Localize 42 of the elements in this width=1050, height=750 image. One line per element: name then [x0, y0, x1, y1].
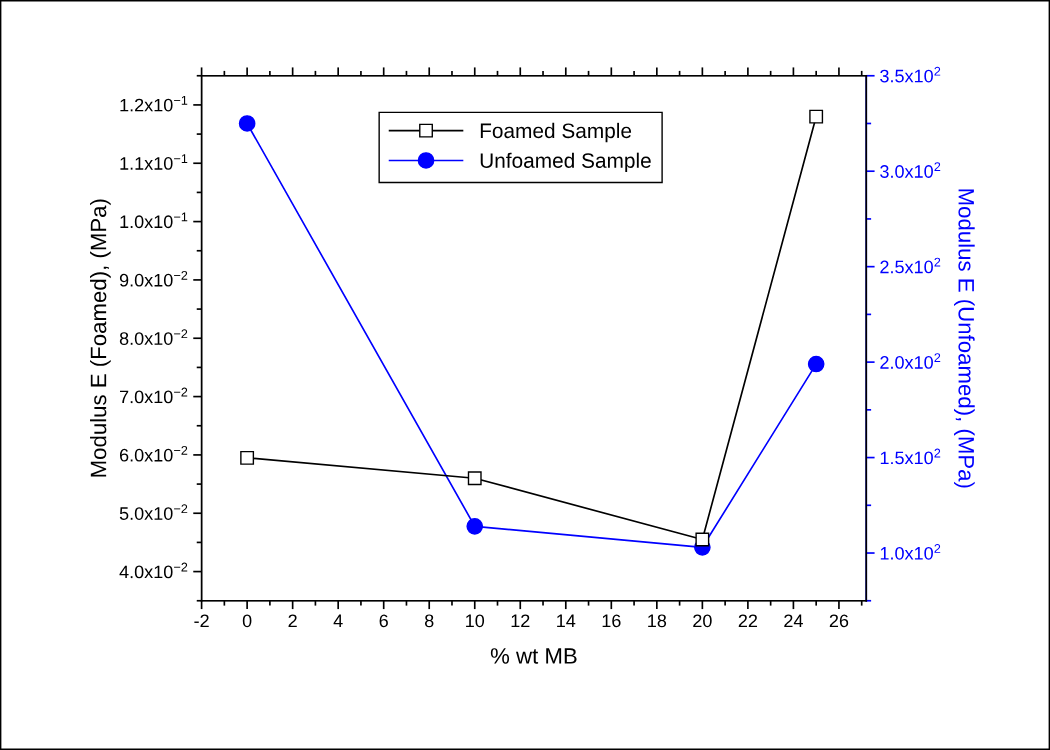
x-tick-label: 16	[602, 614, 621, 628]
x-tick-label: 0	[242, 614, 252, 628]
x-tick-label: 2	[288, 614, 297, 628]
point	[809, 109, 824, 124]
x-tick-label: 20	[693, 614, 712, 628]
legend-label: Foamed Sample	[480, 122, 632, 143]
x-tick-label: 18	[648, 614, 667, 628]
x-tick-label: 24	[784, 614, 803, 628]
legend-label: Unfoamed Sample	[480, 152, 651, 173]
x-tick-label: 12	[511, 614, 530, 628]
x-tick-label: 14	[557, 614, 576, 628]
y-tick-label: 1.0x10$^{−1}$	[120, 212, 188, 229]
x-axis-title: % wt MB	[490, 648, 577, 664]
y2-tick-label: 2.5x10$^{2}$	[880, 257, 941, 274]
x-tick-label: 4	[333, 614, 343, 628]
point	[695, 532, 710, 547]
y-tick-label: 6.0x10$^{−2}$	[119, 445, 188, 462]
x-tick-label: 22	[738, 614, 758, 628]
point	[467, 471, 482, 486]
y-axis-title: Modulus E (Foamed), (MPa)	[90, 199, 111, 477]
y2-tick-label: 3.0x10$^{2}$	[880, 162, 941, 178]
y-tick-label: 4.0x10$^{−2}$	[119, 562, 188, 579]
y2-tick-label: 2.0x10$^{2}$	[880, 353, 941, 369]
x-tick-label: 26	[829, 614, 849, 628]
point	[238, 115, 256, 132]
point	[240, 450, 255, 465]
y-tick-label: 1.1x10$^{−1}$	[120, 154, 188, 170]
y-tick-label: 7.0x10$^{−2}$	[120, 387, 188, 404]
x-tick-label: 6	[379, 614, 388, 628]
y2-tick-label: 1.5x10$^{2}$	[880, 448, 941, 465]
y-tick-label: 5.0x10$^{−2}$	[119, 504, 188, 520]
x-tick-label: 10	[466, 614, 485, 628]
x-tick-label: -2	[194, 614, 209, 628]
y-tick-label: 1.2x10$^{−1}$	[120, 95, 188, 112]
y2-tick-label: 3.5x10$^{2}$	[880, 66, 941, 83]
y-tick-label: 9.0x10$^{−2}$	[119, 270, 188, 287]
y2-tick-label: 1.0x10$^{2}$	[880, 544, 941, 560]
y-tick-label: 8.0x10$^{−2}$	[119, 329, 188, 345]
y2-axis-title: Modulus E (Unfoamed), (MPa)	[954, 189, 975, 488]
point	[807, 355, 825, 373]
point	[466, 517, 484, 535]
x-tick-label: 8	[424, 614, 434, 628]
